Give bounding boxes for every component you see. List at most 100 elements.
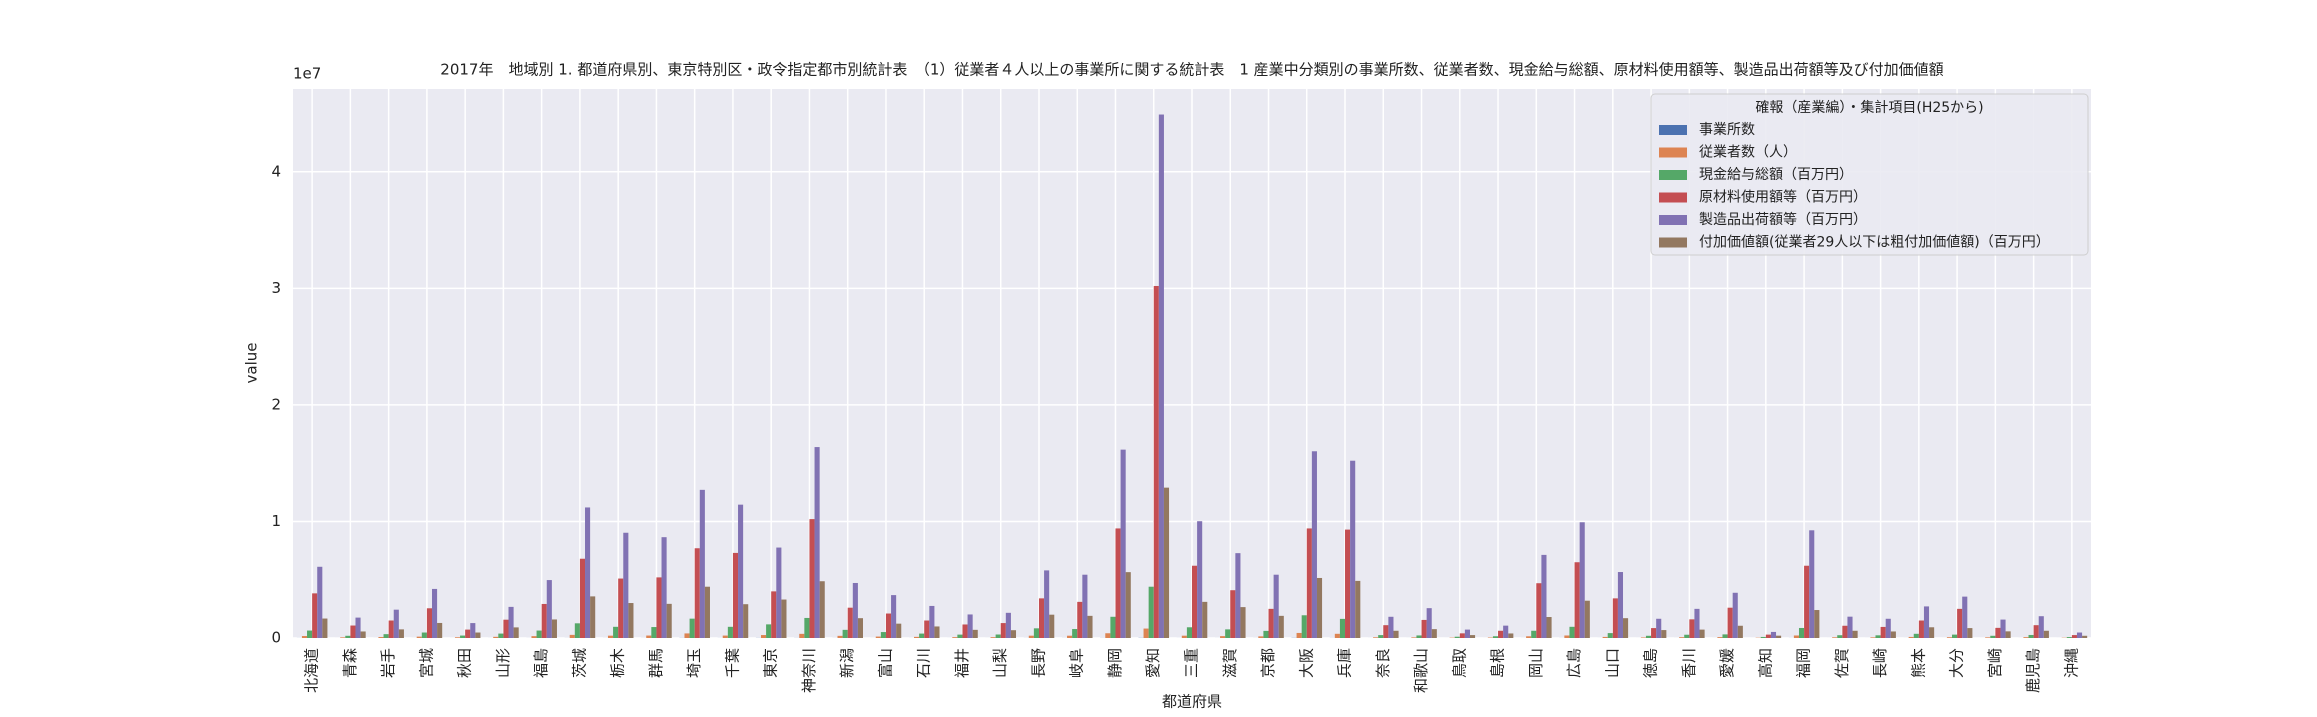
bar bbox=[1990, 636, 1995, 638]
bar bbox=[853, 583, 858, 638]
bar bbox=[733, 553, 738, 638]
bar bbox=[493, 637, 498, 638]
bar bbox=[394, 610, 399, 638]
x-tick-label: 栃木 bbox=[609, 648, 627, 678]
bar bbox=[1355, 581, 1360, 638]
bar bbox=[1837, 635, 1842, 638]
x-tick-label: 山梨 bbox=[991, 648, 1009, 678]
bar bbox=[1115, 528, 1120, 638]
bar bbox=[1661, 630, 1666, 638]
bar bbox=[1258, 636, 1263, 638]
bar bbox=[1541, 555, 1546, 638]
bar bbox=[1728, 608, 1733, 638]
legend-title: 確報（産業編）・集計項目(H25から) bbox=[1755, 99, 1983, 116]
bar bbox=[547, 580, 552, 638]
x-tick-label: 埼玉 bbox=[685, 648, 703, 678]
x-tick-label: 山口 bbox=[1603, 648, 1621, 678]
bar bbox=[1230, 590, 1235, 638]
y-tick-label: 0 bbox=[271, 629, 281, 647]
bar bbox=[1082, 575, 1087, 638]
bar bbox=[1526, 636, 1531, 638]
x-tick-label: 大分 bbox=[1948, 648, 1966, 678]
bar bbox=[1799, 628, 1804, 638]
x-tick-label: 愛知 bbox=[1144, 648, 1162, 678]
bar bbox=[537, 631, 542, 638]
x-tick-label: 鹿児島 bbox=[2024, 648, 2042, 693]
bar bbox=[1776, 636, 1781, 638]
bar bbox=[896, 624, 901, 638]
bar bbox=[1952, 635, 1957, 638]
bar bbox=[848, 608, 853, 638]
bar bbox=[1072, 629, 1077, 638]
bar bbox=[1909, 637, 1914, 638]
x-tick-label: 神奈川 bbox=[800, 648, 818, 693]
bar bbox=[1569, 627, 1574, 638]
bar bbox=[1585, 601, 1590, 638]
bar bbox=[1029, 636, 1034, 638]
legend-label: 製造品出荷額等（百万円） bbox=[1699, 211, 1867, 228]
bar bbox=[432, 589, 437, 638]
bar bbox=[1225, 629, 1230, 638]
bar bbox=[503, 620, 508, 638]
bar bbox=[1393, 631, 1398, 638]
bar bbox=[1656, 619, 1661, 638]
bar bbox=[1460, 633, 1465, 638]
bar bbox=[1689, 619, 1694, 638]
bar bbox=[1087, 616, 1092, 638]
legend-label: 現金給与総額（百万円） bbox=[1699, 167, 1853, 183]
bar bbox=[766, 624, 771, 638]
x-tick-label: 三重 bbox=[1183, 648, 1201, 678]
bar bbox=[776, 548, 781, 638]
bar bbox=[1335, 634, 1340, 638]
bar bbox=[1766, 635, 1771, 638]
bar bbox=[1886, 619, 1891, 638]
bar bbox=[1039, 598, 1044, 638]
x-tick-label: 福岡 bbox=[1795, 648, 1813, 678]
bar bbox=[1263, 631, 1268, 638]
bar bbox=[307, 631, 312, 638]
bar bbox=[1891, 631, 1896, 638]
bar bbox=[656, 577, 661, 638]
x-axis-label: 都道府県 bbox=[1162, 693, 1222, 711]
bar bbox=[1771, 632, 1776, 638]
bar bbox=[1924, 606, 1929, 638]
bar bbox=[498, 634, 503, 638]
bar bbox=[1875, 635, 1880, 638]
bar bbox=[608, 636, 613, 638]
bar bbox=[728, 627, 733, 638]
bar bbox=[2006, 631, 2011, 638]
bar bbox=[743, 604, 748, 638]
bar bbox=[350, 626, 355, 638]
bar bbox=[1957, 609, 1962, 638]
bar bbox=[876, 637, 881, 638]
bar bbox=[891, 595, 896, 638]
x-tick-label: 愛媛 bbox=[1718, 648, 1736, 678]
bar bbox=[399, 629, 404, 638]
bar bbox=[952, 637, 957, 638]
bar bbox=[1340, 619, 1345, 638]
bar bbox=[1378, 635, 1383, 638]
bar bbox=[1580, 522, 1585, 638]
legend-label: 原材料使用額等（百万円） bbox=[1699, 189, 1867, 206]
bar bbox=[705, 587, 710, 638]
bar bbox=[455, 637, 460, 638]
x-tick-label: 徳島 bbox=[1642, 648, 1660, 678]
bar bbox=[1317, 578, 1322, 638]
bar bbox=[580, 559, 585, 638]
bar bbox=[1985, 637, 1990, 638]
x-tick-label: 福井 bbox=[953, 648, 971, 678]
bar bbox=[1465, 630, 1470, 638]
bar bbox=[590, 596, 595, 638]
bar bbox=[723, 636, 728, 638]
bar bbox=[460, 636, 465, 638]
bar bbox=[422, 633, 427, 638]
bar bbox=[1044, 570, 1049, 638]
bar bbox=[809, 519, 814, 638]
bar bbox=[1564, 635, 1569, 638]
legend-swatch bbox=[1659, 148, 1687, 158]
bar bbox=[1202, 602, 1207, 638]
legend: 確報（産業編）・集計項目(H25から)事業所数従業者数（人）現金給与総額（百万円… bbox=[1651, 94, 2088, 255]
bar bbox=[843, 630, 848, 638]
bar bbox=[838, 636, 843, 638]
bar bbox=[1274, 575, 1279, 638]
